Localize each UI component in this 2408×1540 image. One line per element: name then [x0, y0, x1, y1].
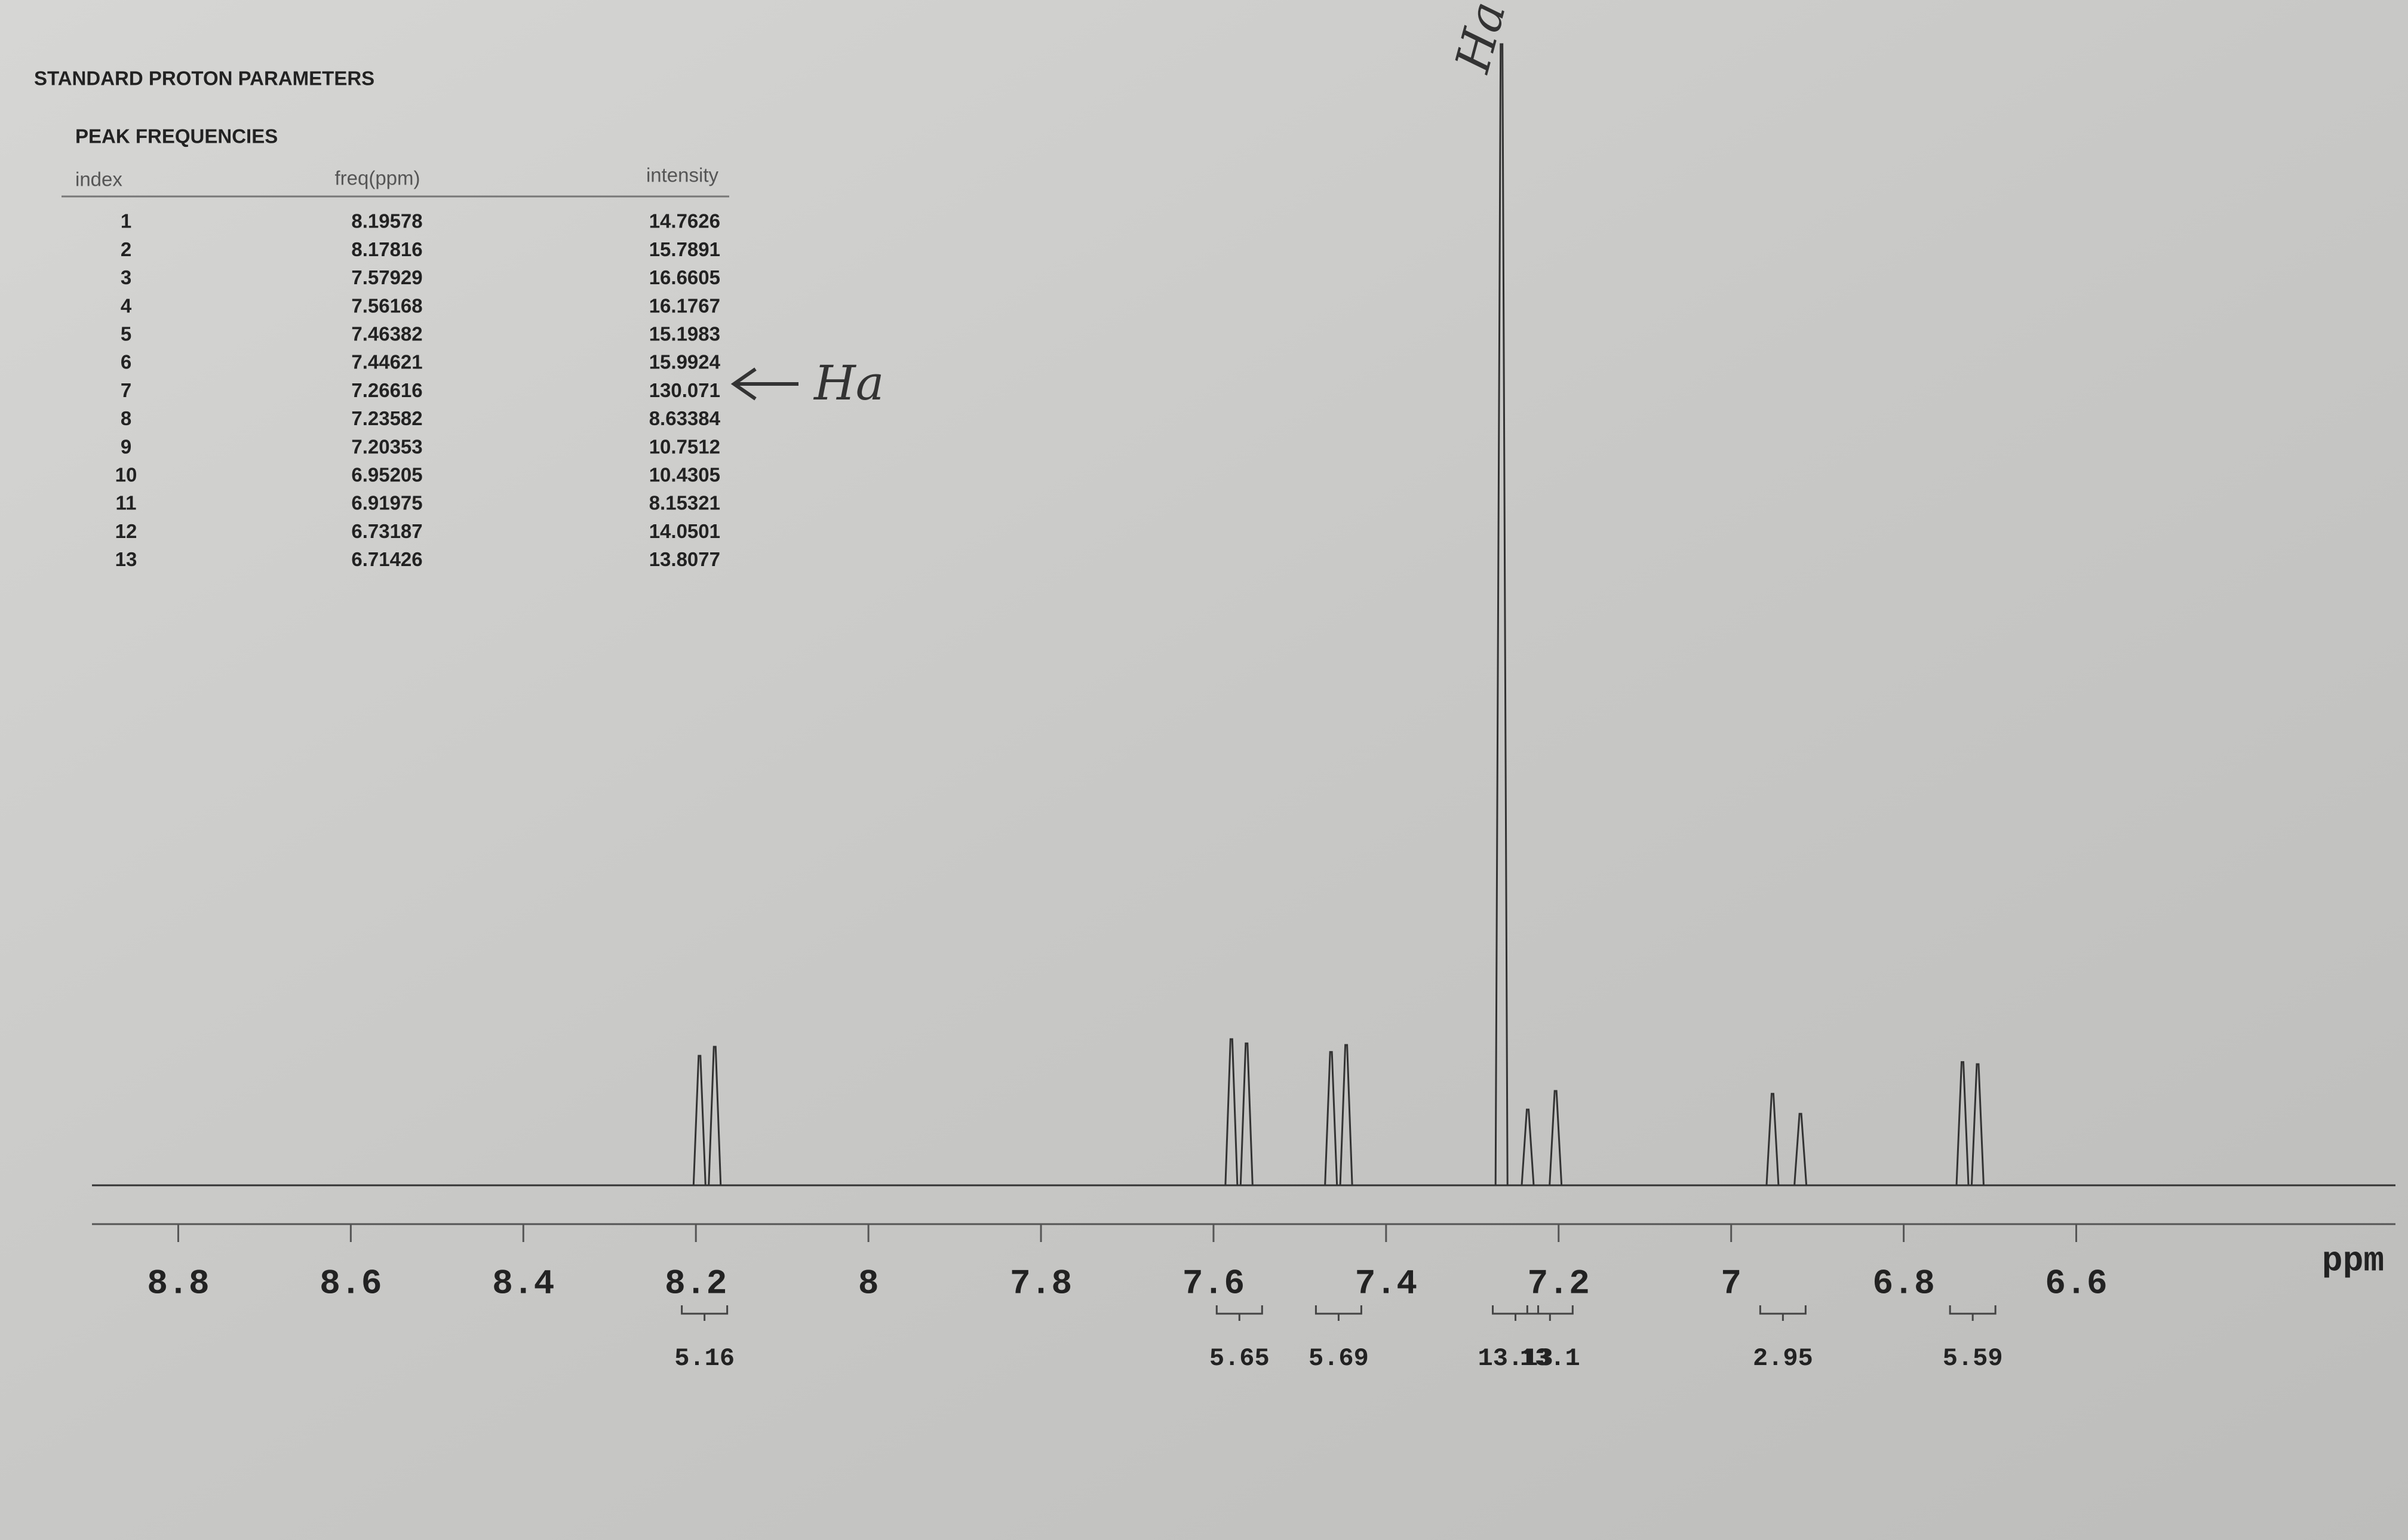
- x-tick-label: 7: [1721, 1265, 1742, 1304]
- cell-index: 9: [121, 435, 131, 457]
- cell-intensity: 13.8077: [649, 548, 720, 570]
- x-tick-label: 6.8: [1872, 1265, 1934, 1304]
- integral-bracket: [681, 1305, 729, 1321]
- integral-label: 2.95: [1753, 1344, 1813, 1373]
- peak: [1549, 1090, 1563, 1186]
- cell-freq: 7.44621: [351, 351, 422, 373]
- x-tick-label: 7.6: [1182, 1265, 1245, 1304]
- cell-freq: 7.56168: [351, 294, 422, 316]
- peak: [1324, 1051, 1338, 1186]
- cell-index: 6: [121, 351, 131, 373]
- peak: [1765, 1093, 1780, 1186]
- integral-bracket: [1949, 1305, 1997, 1321]
- cell-index: 1: [121, 210, 131, 232]
- cell-freq: 7.20353: [351, 435, 422, 457]
- col-header: intensity: [646, 164, 719, 186]
- cell-index: 8: [121, 407, 131, 429]
- cell-index: 5: [121, 323, 131, 345]
- col-header: index: [75, 168, 122, 190]
- integral-bracket: [1215, 1305, 1263, 1321]
- cell-index: 3: [121, 266, 131, 288]
- cell-intensity: 130.071: [649, 379, 720, 401]
- cell-intensity: 16.1767: [649, 294, 720, 316]
- integral-label: 5.65: [1209, 1344, 1270, 1373]
- x-tick-label: 7.4: [1355, 1265, 1417, 1304]
- x-tick-label: 8: [858, 1265, 879, 1304]
- integral-bracket: [1314, 1305, 1362, 1321]
- integral-label: 13.13: [1478, 1344, 1553, 1373]
- spectrum: 8.8 8.6 8.4 8.2 8 7.8 7.6 7.4 7.2 7 6.8 6.6 ppm 5.16 5…: [92, 43, 2395, 1373]
- peak: [1494, 43, 1509, 1186]
- peak: [1955, 1061, 1970, 1186]
- cell-freq: 6.91975: [351, 492, 422, 514]
- col-header: freq(ppm): [334, 167, 420, 189]
- cell-freq: 6.95205: [351, 464, 422, 486]
- cell-intensity: 14.0501: [649, 520, 720, 542]
- integral-label: 5.16: [674, 1344, 735, 1373]
- cell-index: 13: [115, 548, 137, 570]
- peak: [1521, 1108, 1535, 1186]
- peak: [1339, 1044, 1353, 1186]
- cell-freq: 6.73187: [351, 520, 422, 542]
- x-axis-label: ppm: [2322, 1242, 2384, 1281]
- subtitle: PEAK FREQUENCIES: [75, 125, 278, 147]
- integral-bracket: [1759, 1305, 1807, 1321]
- x-tick-label: 8.4: [492, 1265, 554, 1304]
- x-tick-label: 7.2: [1528, 1265, 1590, 1304]
- cell-freq: 7.46382: [351, 323, 422, 345]
- cell-freq: 8.17816: [351, 238, 422, 260]
- integral-label: 5.69: [1309, 1344, 1369, 1373]
- handwritten-note: Ha: [813, 355, 884, 411]
- cell-intensity: 15.9924: [649, 351, 721, 373]
- integral-bracket: [1526, 1305, 1574, 1321]
- x-tick-label: 8.8: [147, 1265, 209, 1304]
- cell-intensity: 15.1983: [649, 323, 720, 345]
- x-tick-label: 7.8: [1010, 1265, 1072, 1304]
- cell-freq: 7.57929: [351, 266, 422, 288]
- peak: [708, 1046, 722, 1186]
- cell-freq: 7.26616: [351, 379, 422, 401]
- cell-index: 2: [121, 238, 131, 260]
- title: STANDARD PROTON PARAMETERS: [34, 67, 374, 90]
- peak: [1793, 1112, 1808, 1186]
- peak: [1239, 1042, 1254, 1186]
- cell-intensity: 10.4305: [649, 464, 720, 486]
- cell-index: 7: [121, 379, 131, 401]
- table-body: 1 8.19578 14.7626 2 8.17816 15.7891 3 7.57929 16…: [115, 210, 721, 570]
- cell-intensity: 8.15321: [649, 492, 720, 514]
- cell-freq: 6.71426: [351, 548, 422, 570]
- x-tick-label: 8.6: [320, 1265, 382, 1304]
- x-tick-label: 8.2: [665, 1265, 727, 1304]
- x-tick-label: 6.6: [2045, 1265, 2107, 1304]
- cell-index: 10: [115, 464, 137, 486]
- integral-label: 5.59: [1943, 1344, 2003, 1373]
- cell-intensity: 14.7626: [649, 210, 720, 232]
- cell-freq: 7.23582: [351, 407, 422, 429]
- cell-index: 4: [121, 294, 132, 316]
- cell-intensity: 8.63384: [649, 407, 721, 429]
- peak: [1970, 1063, 1985, 1186]
- cell-freq: 8.19578: [351, 210, 422, 232]
- integral-label: 13.1: [1520, 1344, 1580, 1373]
- peak: [692, 1055, 707, 1186]
- cell-intensity: 10.7512: [649, 435, 720, 457]
- arrow-head: [730, 367, 757, 401]
- peak: [1224, 1038, 1239, 1186]
- cell-index: 11: [116, 492, 137, 514]
- cell-index: 12: [115, 520, 137, 542]
- cell-intensity: 15.7891: [649, 238, 720, 260]
- integral-bracket: [1492, 1305, 1540, 1321]
- cell-intensity: 16.6605: [649, 266, 720, 288]
